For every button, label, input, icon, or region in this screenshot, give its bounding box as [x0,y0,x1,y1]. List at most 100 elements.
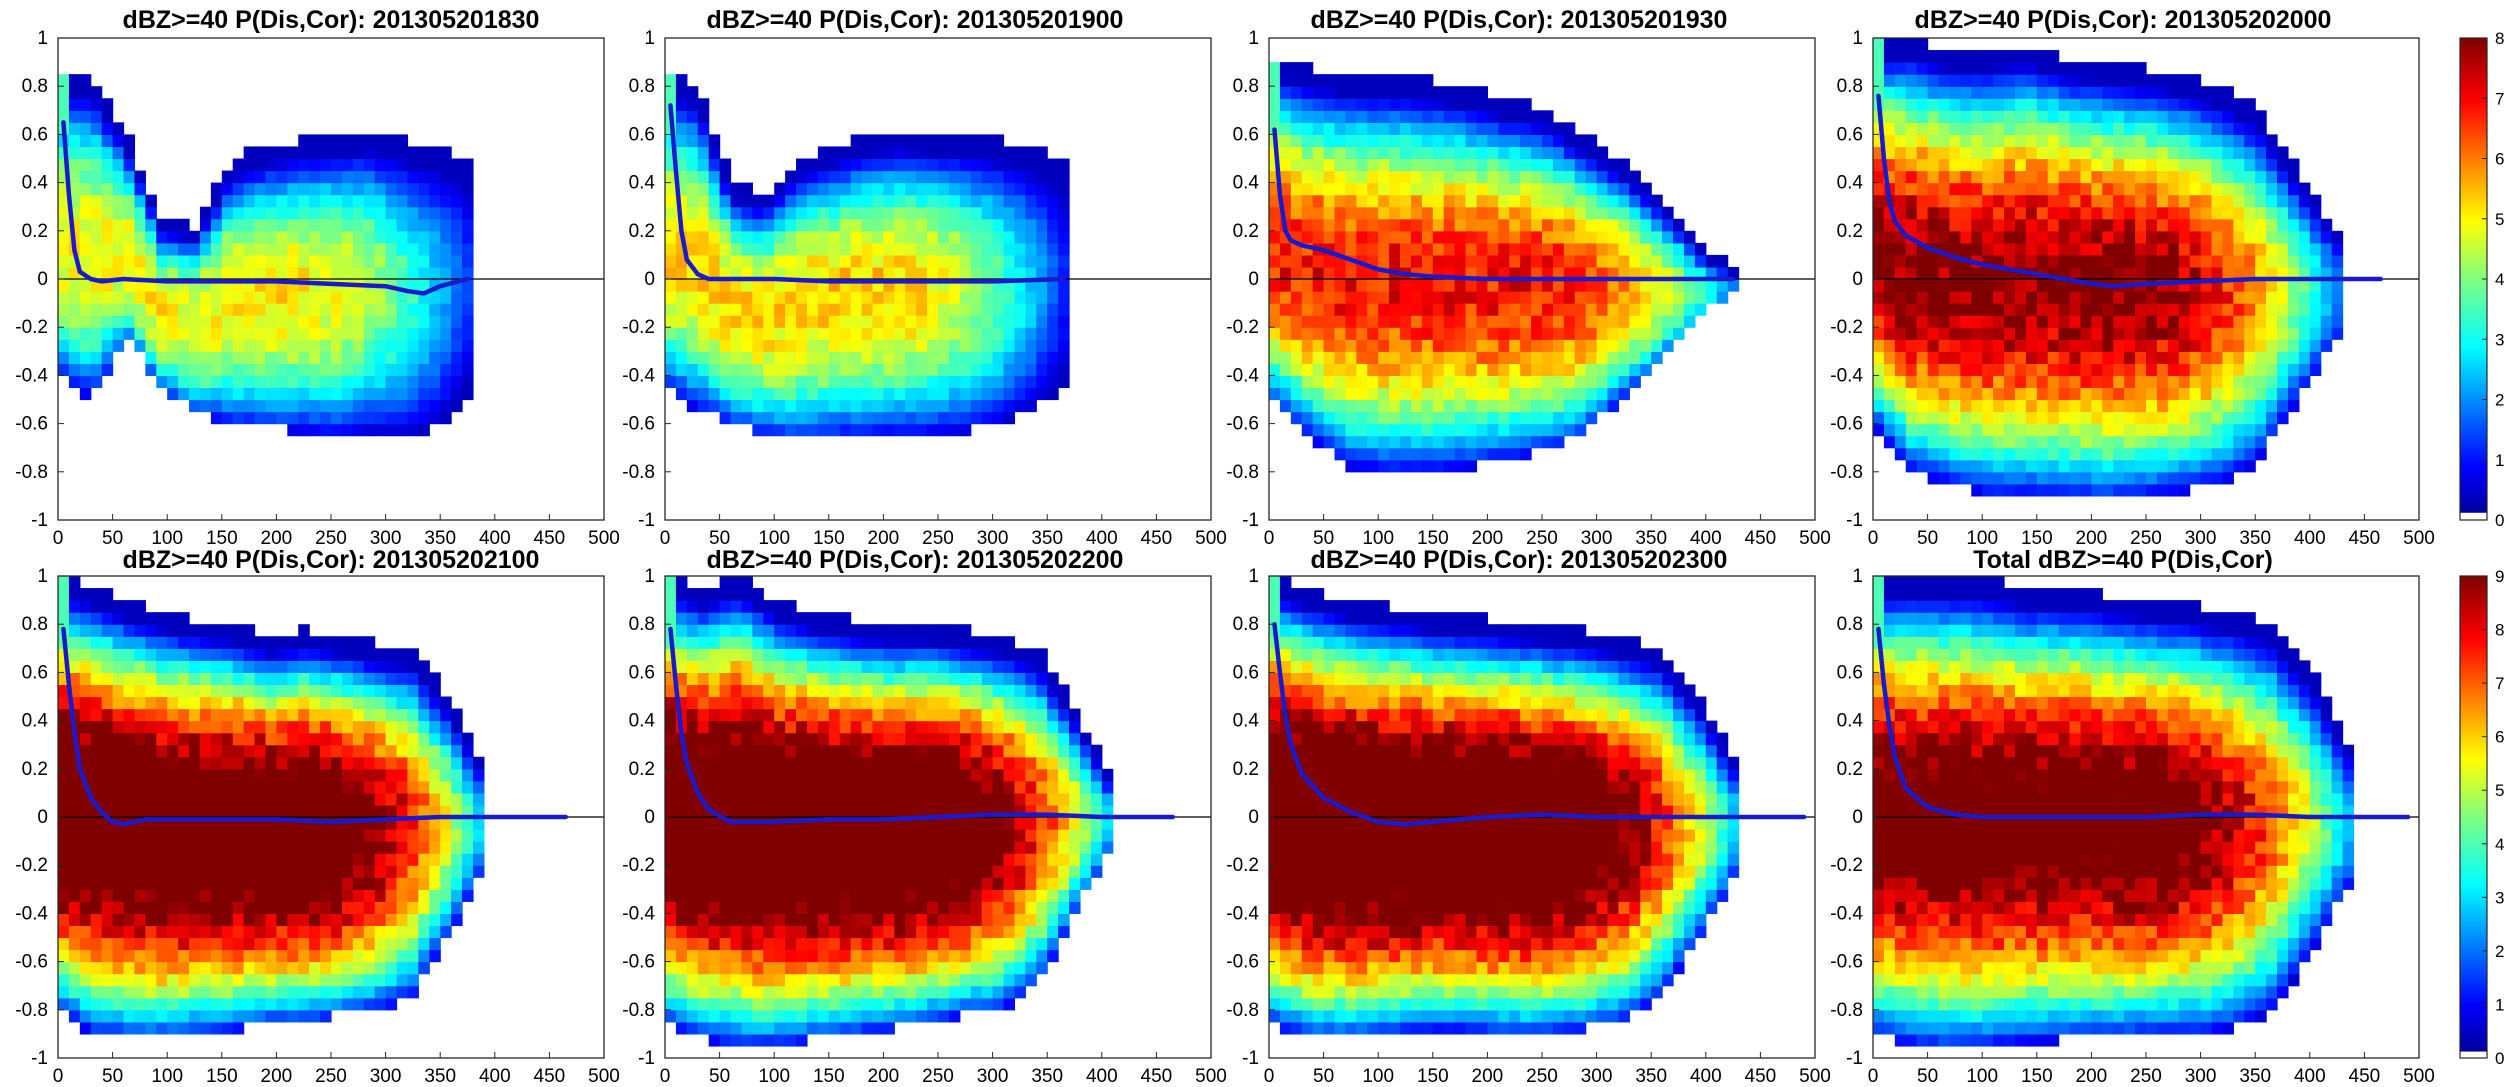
heatmap-cell [1334,74,1347,87]
heatmap-cell [2146,387,2158,401]
heatmap-cell [2222,315,2234,328]
heatmap-cell [2025,182,2038,196]
heatmap-cell [156,636,168,649]
heatmap-cell [309,206,321,220]
heatmap-cell [1421,315,1434,328]
heatmap-cell [1014,194,1026,208]
heatmap-cell [2298,363,2311,376]
heatmap-cell [2025,447,2038,461]
heatmap-cell [2025,74,2038,87]
heatmap-cell [232,387,245,401]
heatmap-cell [1047,327,1059,340]
heatmap-cell [2222,279,2234,292]
heatmap-cell [1651,303,1663,316]
heatmap-cell [850,363,863,376]
heatmap-cell [1378,158,1390,172]
heatmap-cell [1531,351,1543,364]
heatmap-cell [1498,98,1510,111]
heatmap-cell [2113,459,2125,473]
heatmap-cell [232,696,245,710]
heatmap-cell [2244,158,2256,172]
heatmap-cell [719,266,732,280]
heatmap-cell [1596,242,1609,256]
heatmap-cell [221,768,234,782]
heatmap-cell [123,973,136,987]
heatmap-cell [1542,435,1554,449]
heatmap-cell [2025,291,2038,304]
heatmap-cell [1269,74,1281,87]
heatmap-cell [2025,110,2038,123]
heatmap-cell [1607,206,1620,220]
heatmap-cell [1432,387,1445,401]
heatmap-cell [1290,279,1303,292]
y-tick-label: -1 [638,510,655,531]
heatmap-cell [451,339,463,352]
heatmap-cell [992,399,1005,413]
heatmap-cell [1443,134,1456,148]
heatmap-cell [265,242,277,256]
heatmap-cell [675,74,688,87]
heatmap-cell [68,853,81,866]
heatmap-cell [2091,62,2103,75]
heatmap-cell [850,194,863,208]
heatmap-cell [1883,327,1896,340]
heatmap-cell [785,399,797,413]
heatmap-cell [1014,218,1026,232]
heatmap-cell [232,279,245,292]
heatmap-cell [221,303,234,316]
heatmap-cell [1014,351,1026,364]
heatmap-cell [199,817,212,830]
heatmap-cell [2287,303,2300,316]
heatmap-cell [2233,110,2245,123]
x-tick-label: 500 [1195,528,1227,549]
heatmap-cell [1971,146,1983,160]
heatmap-cell [1476,435,1488,449]
heatmap-cell [1618,218,1630,232]
heatmap-cell [101,817,114,830]
heatmap-cell [2266,158,2278,172]
heatmap-cell [1432,230,1445,244]
heatmap-cell [1916,351,1929,364]
heatmap-cell [1047,242,1059,256]
heatmap-cell [1883,206,1896,220]
heatmap-cell [178,889,190,902]
heatmap-cell [697,327,710,340]
heatmap-cell [752,327,764,340]
heatmap-cell [2091,291,2103,304]
heatmap-cell [199,913,212,927]
heatmap-cell [828,351,841,364]
heatmap-cell [1542,158,1554,172]
heatmap-cell [79,985,92,999]
heatmap-cell [1301,194,1314,208]
heatmap-cell [352,315,365,328]
heatmap-cell [2298,351,2311,364]
heatmap-cell [1014,242,1026,256]
heatmap-cell [774,266,786,280]
heatmap-cell [210,696,223,710]
heatmap-cell [68,315,81,328]
heatmap-cell [309,387,321,401]
heatmap-cell [839,411,852,425]
heatmap-cell [2135,423,2147,437]
heatmap-cell [2189,170,2202,184]
heatmap-cell [418,411,430,425]
heatmap-cell [2146,315,2158,328]
heatmap-cell [2080,230,2092,244]
heatmap-cell [828,339,841,352]
heatmap-cell [1916,459,1929,473]
heatmap-cell [1443,86,1456,99]
heatmap-cell [741,194,753,208]
heatmap-cell [2200,291,2213,304]
heatmap-cell [243,315,256,328]
heatmap-cell [1400,146,1412,160]
heatmap-cell [1949,134,1961,148]
heatmap-cell [2124,206,2136,220]
heatmap-cell [2320,303,2333,316]
heatmap-cell [341,339,354,352]
heatmap-cell [374,399,387,413]
y-tick-label: -0.2 [1830,317,1863,338]
heatmap-cell [90,588,103,601]
heatmap-cell [134,949,146,963]
heatmap-cell [665,351,677,364]
heatmap-cell [1563,303,1576,316]
